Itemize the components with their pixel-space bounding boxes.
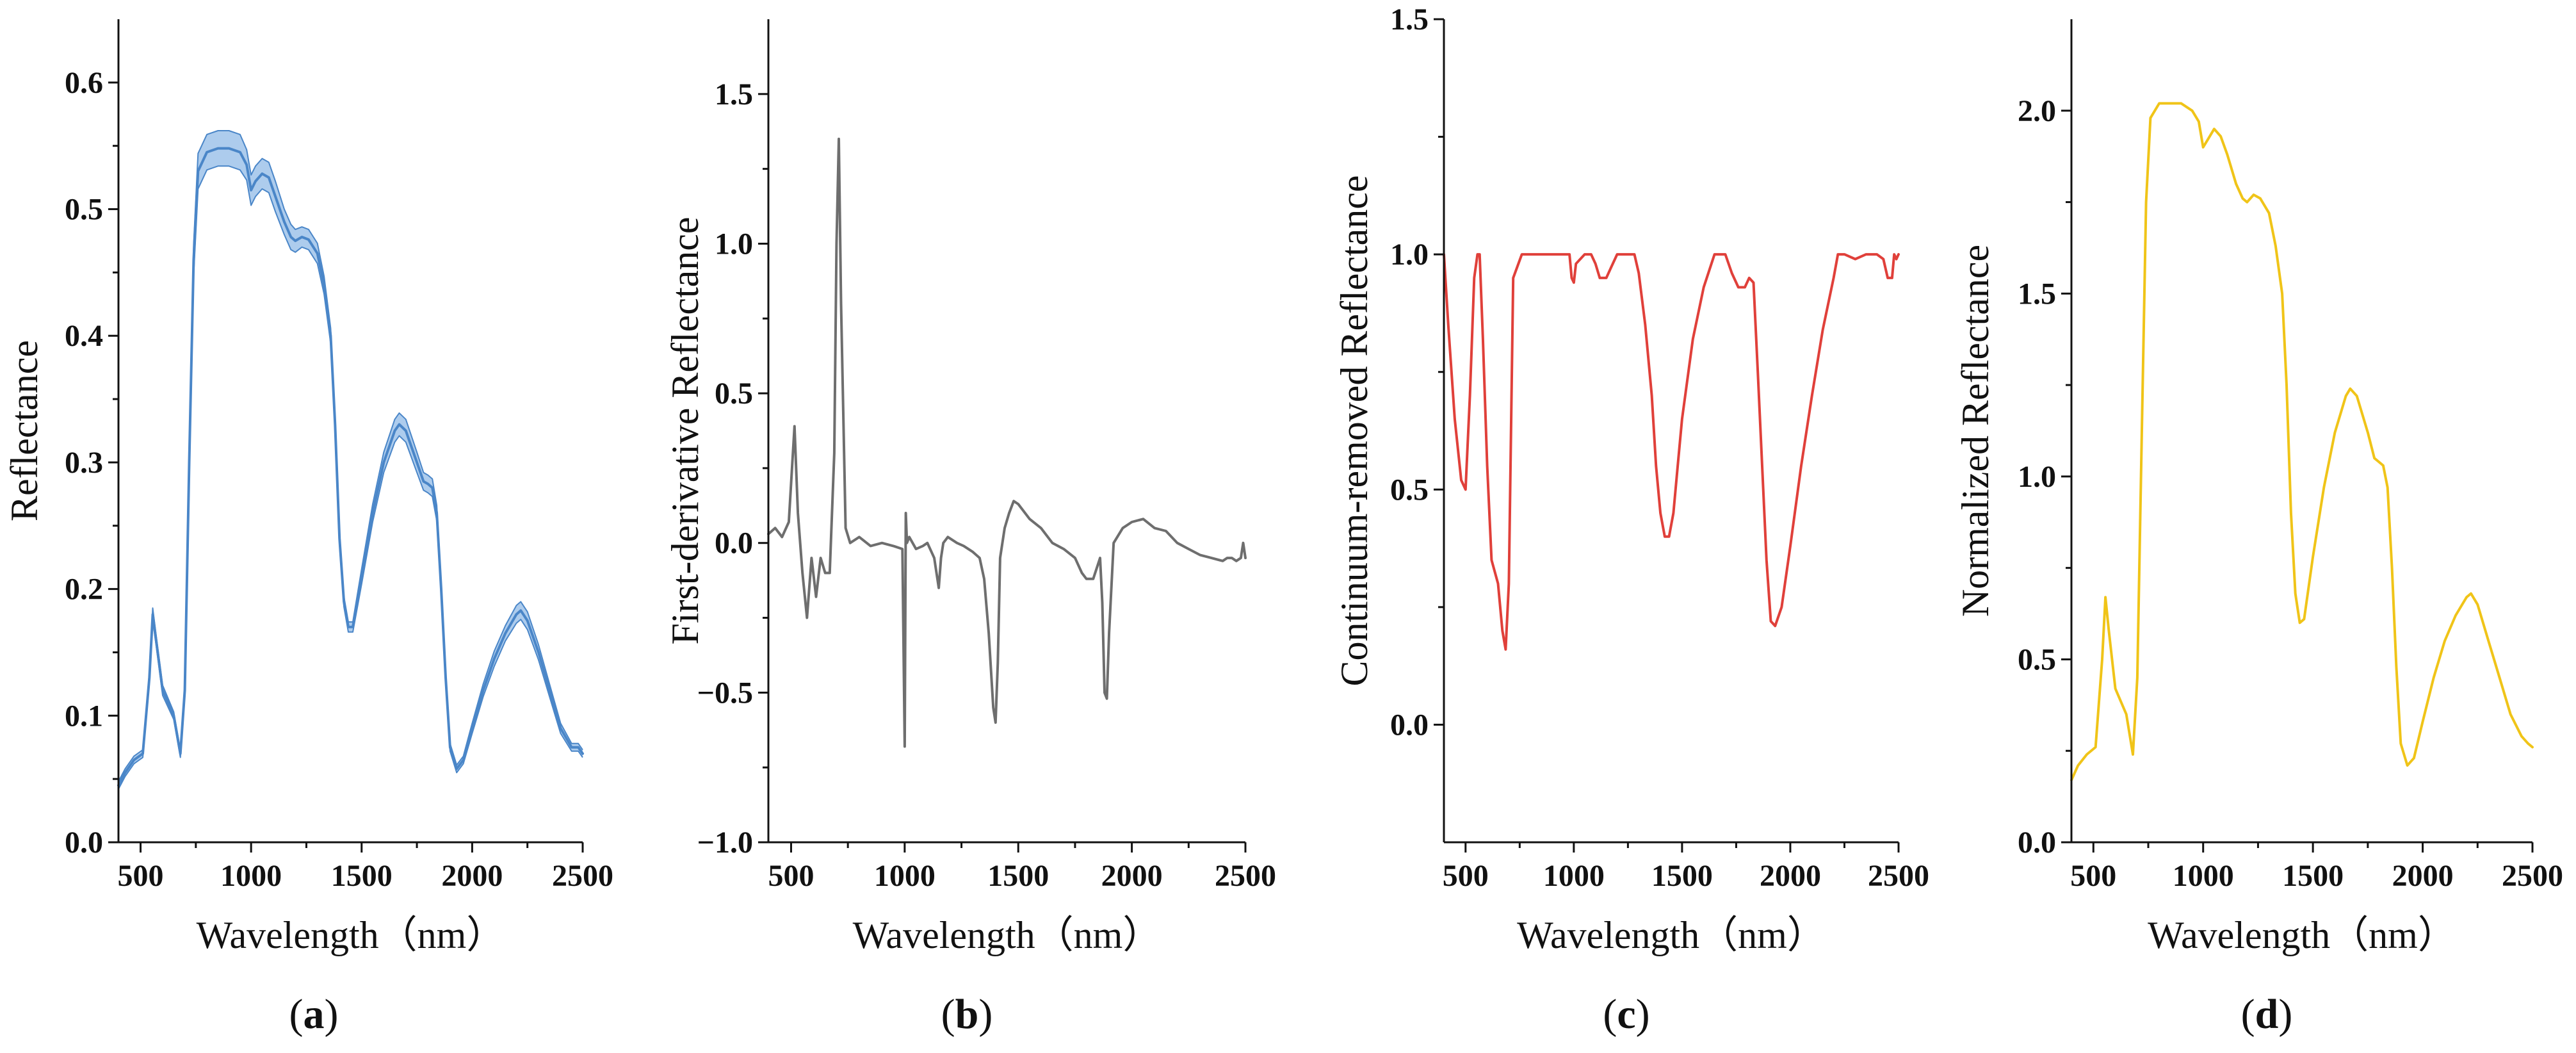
panel-d-x-tick-label: 2000 — [2392, 859, 2454, 893]
panel-c-x-tick-label: 2000 — [1760, 859, 1821, 893]
panel-a-y-axis-title: Reflectance — [3, 340, 45, 521]
panel-a-y-tick-label: 0.6 — [65, 66, 103, 100]
panel-c-x-tick-label: 1500 — [1651, 859, 1713, 893]
panel-c-label: (c) — [1603, 991, 1649, 1038]
panel-b-x-axis-title: Wavelength（nm） — [853, 914, 1162, 956]
panel-b-series-line-0 — [767, 137, 1247, 748]
panel-a-y-tick-label: 0.3 — [65, 446, 103, 480]
panel-a-x-axis-title: Wavelength（nm） — [197, 914, 505, 956]
panel-c-y-tick-label: 0.0 — [1390, 708, 1429, 742]
panel-c-y-tick-label: 1.0 — [1390, 238, 1429, 272]
panel-a-series-line-0 — [117, 147, 584, 787]
panel-c-x-tick-label: 500 — [1443, 859, 1489, 893]
panel-d-series-line-0 — [2070, 102, 2534, 781]
panel-d-label: (d) — [2241, 991, 2293, 1038]
panel-d-x-axis-title: Wavelength（nm） — [2148, 914, 2456, 956]
panel-b-y-tick-label: −1.0 — [697, 826, 753, 860]
panel-d-y-tick-label: 2.0 — [2018, 94, 2056, 128]
panel-c-y-axis-title: Continuum-removed Reflectance — [1333, 175, 1375, 686]
panel-c-series-line-0 — [1443, 253, 1900, 651]
panel-c-x-tick-label: 2500 — [1868, 859, 1929, 893]
panel-a-x-tick-label: 1000 — [220, 859, 282, 893]
panel-a-x-tick-label: 500 — [118, 859, 164, 893]
panel-b-x-tick-label: 2500 — [1215, 859, 1276, 893]
panel-c-x-tick-label: 1000 — [1543, 859, 1605, 893]
panel-b-label: (b) — [941, 991, 993, 1038]
panel-d-x-tick-label: 2500 — [2502, 859, 2563, 893]
panel-b-x-tick-label: 1000 — [874, 859, 936, 893]
panel-b-x-tick-label: 2000 — [1101, 859, 1163, 893]
panel-d-y-tick-label: 0.5 — [2018, 642, 2056, 676]
panel-b-y-tick-label: −0.5 — [697, 676, 753, 710]
panel-c-y-tick-label: 0.5 — [1390, 473, 1429, 507]
panel-a-x-tick-label: 1500 — [331, 859, 393, 893]
panel-a-x-tick-label: 2000 — [441, 859, 503, 893]
panel-d-x-tick-label: 1000 — [2173, 859, 2234, 893]
panel-a-y-tick-label: 0.4 — [65, 319, 103, 353]
panel-b-y-tick-label: 1.0 — [715, 227, 753, 261]
panel-b-y-tick-label: 0.0 — [715, 526, 753, 560]
panel-b-x-tick-label: 500 — [768, 859, 814, 893]
panel-c: 0.0 0.5 1.0 1.5 500 1000 1500 2000 2500 Wavelengt… — [1333, 3, 1929, 1038]
panel-c-x-axis-title: Wavelength（nm） — [1517, 914, 1826, 956]
panel-b-x-tick-label: 1500 — [987, 859, 1049, 893]
panel-a-y-tick-label: 0.0 — [65, 826, 103, 860]
panel-a-y-tick-label: 0.5 — [65, 193, 103, 227]
panel-a-y-tick-label: 0.2 — [65, 573, 103, 607]
panel-b: −1.0 −0.5 0.0 0.5 1.0 1.5 500 1000 1500 2000 2500 W… — [664, 19, 1276, 1038]
panel-d-x-tick-label: 500 — [2070, 859, 2116, 893]
panel-a-y-tick-label: 0.1 — [65, 699, 103, 733]
panel-d-y-tick-label: 1.0 — [2018, 460, 2056, 494]
panel-b-y-tick-label: 1.5 — [715, 78, 753, 111]
panel-d: 0.0 0.5 1.0 1.5 2.0 500 1000 1500 2000 2500 Wavele… — [1954, 19, 2563, 1038]
panel-d-y-axis-title: Normalized Reflectance — [1954, 245, 1997, 617]
panel-d-y-tick-label: 1.5 — [2018, 277, 2056, 311]
panel-b-y-tick-label: 0.5 — [715, 377, 753, 411]
panel-d-x-tick-label: 1500 — [2282, 859, 2344, 893]
panel-c-y-tick-label: 1.5 — [1390, 3, 1429, 37]
panel-a: 0.0 0.1 0.2 0.3 0.4 0.5 0.6 500 1000 1500 2000 2500… — [3, 19, 613, 1038]
panel-b-y-axis-title: First-derivative Reflectance — [664, 216, 706, 644]
panel-a-x-tick-label: 2500 — [552, 859, 613, 893]
panel-d-y-tick-label: 0.0 — [2018, 826, 2056, 860]
panel-a-label: (a) — [289, 991, 339, 1038]
